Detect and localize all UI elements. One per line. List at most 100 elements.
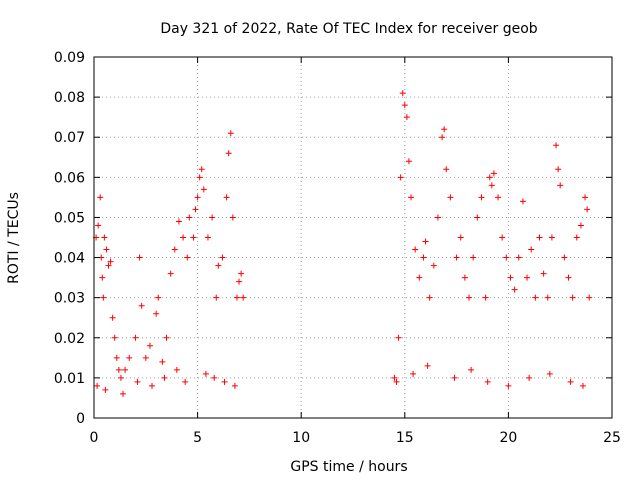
data-point — [422, 238, 429, 245]
data-point — [395, 334, 402, 341]
data-point — [95, 222, 102, 229]
data-point — [102, 386, 109, 393]
data-point — [484, 378, 491, 385]
data-point — [209, 214, 216, 221]
data-point — [468, 366, 475, 373]
data-point — [149, 382, 156, 389]
data-point — [546, 370, 553, 377]
data-point — [134, 378, 141, 385]
data-point — [173, 366, 180, 373]
data-point — [213, 294, 220, 301]
data-point — [393, 378, 400, 385]
grid-lines — [94, 57, 612, 418]
data-point — [426, 294, 433, 301]
data-point — [532, 294, 539, 301]
data-point — [175, 218, 182, 225]
y-tick-label: 0 — [76, 411, 85, 427]
data-point — [397, 174, 404, 181]
data-point — [136, 254, 143, 261]
data-point — [457, 234, 464, 241]
data-point — [548, 234, 555, 241]
data-point — [132, 334, 139, 341]
data-point — [231, 382, 238, 389]
data-point — [443, 166, 450, 173]
data-point — [555, 166, 562, 173]
data-point — [495, 194, 502, 201]
data-point — [126, 354, 133, 361]
data-point — [194, 194, 201, 201]
data-point — [403, 114, 410, 121]
y-axis-label: ROTI / TECUs — [6, 192, 22, 284]
data-point — [202, 370, 209, 377]
data-point — [97, 194, 104, 201]
x-tick-label: 25 — [603, 430, 621, 446]
data-point — [584, 206, 591, 213]
data-point — [163, 334, 170, 341]
data-point — [461, 274, 468, 281]
data-point — [167, 270, 174, 277]
y-tick-label: 0.09 — [54, 50, 85, 66]
data-point — [486, 174, 493, 181]
data-point — [474, 214, 481, 221]
data-point — [182, 378, 189, 385]
data-point — [190, 234, 197, 241]
y-tick-label: 0.08 — [54, 90, 85, 106]
data-point — [107, 258, 114, 265]
data-point — [240, 294, 247, 301]
data-point — [470, 254, 477, 261]
axis-ticks: 0 0.01 0.02 0.03 0.04 0.05 0.06 0.07 0.08 0.09 0 5 1… — [54, 50, 621, 446]
data-point — [553, 142, 560, 149]
data-point — [100, 294, 107, 301]
data-point — [577, 222, 584, 229]
data-point — [115, 366, 122, 373]
data-point — [405, 158, 412, 165]
data-point — [424, 362, 431, 369]
y-tick-label: 0.07 — [54, 130, 85, 146]
data-point — [430, 262, 437, 269]
data-point — [451, 374, 458, 381]
data-point — [200, 186, 207, 193]
data-point — [466, 294, 473, 301]
data-point — [215, 262, 222, 269]
data-point — [155, 294, 162, 301]
data-point — [180, 234, 187, 241]
data-point — [488, 182, 495, 189]
data-point — [111, 334, 118, 341]
plot-frame — [93, 56, 613, 419]
x-tick-label: 20 — [499, 430, 517, 446]
data-point — [447, 194, 454, 201]
data-point — [399, 90, 406, 97]
x-axis-label: GPS time / hours — [290, 459, 407, 475]
data-point — [101, 234, 108, 241]
data-point — [219, 254, 226, 261]
data-point — [526, 374, 533, 381]
data-point — [161, 374, 168, 381]
chart-title: Day 321 of 2022, Rate Of TEC Index for r… — [160, 21, 537, 37]
data-point — [569, 294, 576, 301]
data-point — [416, 274, 423, 281]
data-point — [441, 126, 448, 133]
data-point — [401, 102, 408, 109]
data-point — [159, 358, 166, 365]
data-point — [567, 378, 574, 385]
data-points — [93, 90, 593, 397]
data-point — [499, 234, 506, 241]
data-point — [453, 254, 460, 261]
data-point — [412, 246, 419, 253]
data-point — [544, 294, 551, 301]
data-point — [171, 246, 178, 253]
data-point — [192, 206, 199, 213]
x-tick-label: 15 — [396, 430, 414, 446]
data-point — [196, 174, 203, 181]
data-point — [434, 214, 441, 221]
data-point — [540, 270, 547, 277]
data-point — [198, 166, 205, 173]
data-point — [582, 194, 589, 201]
data-point — [557, 182, 564, 189]
data-point — [490, 170, 497, 177]
x-tick-label: 5 — [193, 430, 202, 446]
y-tick-label: 0.06 — [54, 170, 85, 186]
data-point — [186, 214, 193, 221]
data-point — [142, 354, 149, 361]
y-tick-label: 0.02 — [54, 331, 85, 347]
